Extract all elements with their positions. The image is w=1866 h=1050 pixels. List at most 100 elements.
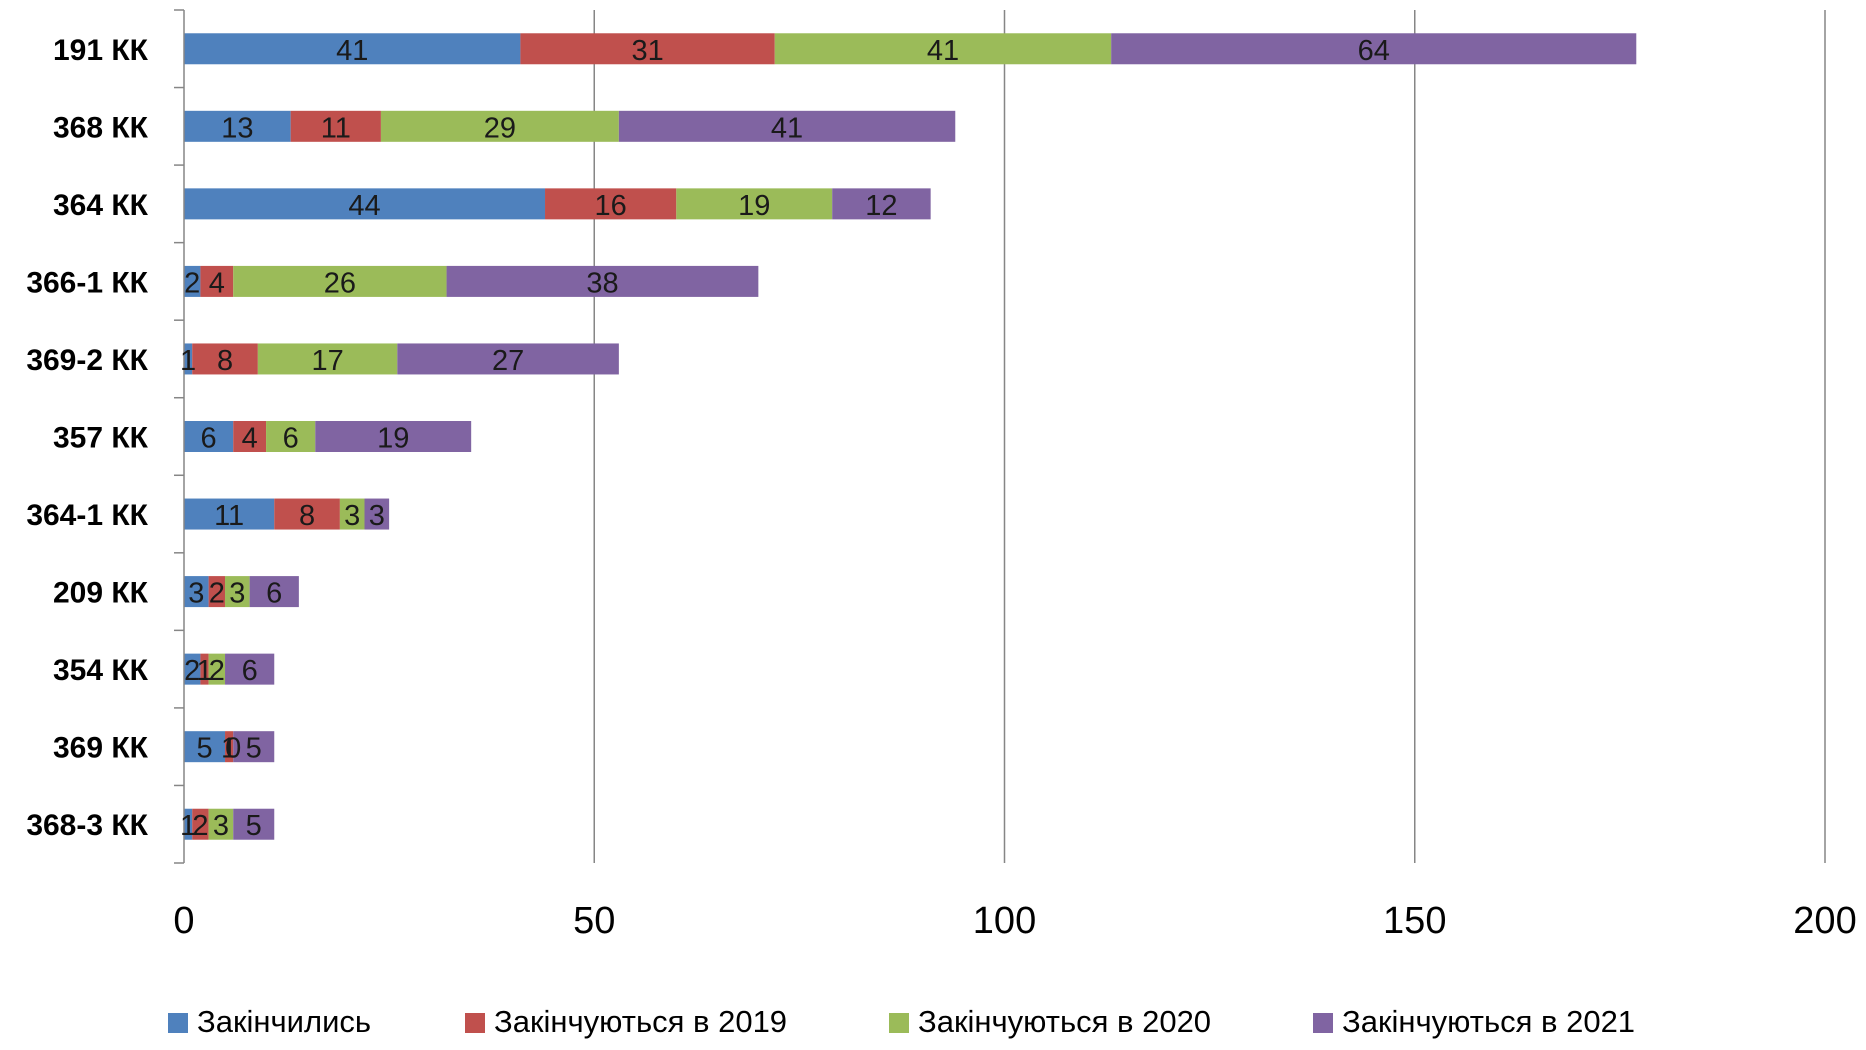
data-label: 2: [209, 578, 225, 610]
data-label: 4: [242, 423, 258, 455]
bar-segment-series-2: [192, 808, 209, 840]
bar-segment-series-2: [233, 421, 267, 452]
bar-segment-series-4: [832, 188, 931, 220]
data-label: 16: [595, 190, 627, 222]
category-label: 368 КК: [53, 111, 149, 144]
data-label: 3: [344, 500, 360, 532]
data-label: 3: [369, 500, 385, 532]
bar-segment-series-4: [249, 576, 299, 608]
data-label: 5: [246, 810, 262, 842]
data-label: 1: [180, 345, 196, 377]
bars: [184, 33, 1637, 840]
data-label: 41: [771, 112, 803, 144]
bar-segment-series-1: [184, 498, 275, 530]
bar-segment-series-3: [774, 33, 1112, 65]
data-label: 19: [377, 423, 409, 455]
data-label: 44: [348, 190, 380, 222]
bar-segment-series-2: [192, 343, 258, 375]
x-tick-label: 50: [573, 900, 615, 942]
data-label: 6: [201, 423, 217, 455]
x-tick-label: 200: [1793, 900, 1856, 942]
bar-segment-series-1: [184, 110, 291, 142]
data-label: 17: [311, 345, 343, 377]
data-label: 2: [209, 655, 225, 687]
category-label: 357 КК: [53, 422, 149, 455]
bar-segment-series-4: [446, 265, 759, 297]
category-label: 191 КК: [53, 34, 149, 67]
bar-segment-series-3: [339, 498, 365, 530]
data-label: 11: [321, 112, 351, 144]
bar-segment-series-1: [184, 343, 193, 375]
data-label: 12: [865, 190, 897, 222]
data-label: 11: [214, 500, 244, 532]
data-label: 38: [586, 267, 618, 299]
data-label: 13: [221, 112, 253, 144]
bar-segment-series-1: [184, 421, 234, 452]
bar-segment-series-4: [397, 343, 619, 375]
legend-swatch: [1313, 1013, 1333, 1033]
data-label: 4: [209, 267, 225, 299]
data-label: 3: [188, 578, 204, 610]
data-label: 8: [299, 500, 315, 532]
bar-segment-series-2: [200, 265, 234, 297]
bar-segment-series-3: [233, 265, 447, 297]
bar-segment-series-2: [520, 33, 775, 65]
legend-entry: Закінчились: [197, 1004, 371, 1039]
data-label: 6: [266, 578, 282, 610]
legend-entry: Закінчуються в 2020: [918, 1004, 1211, 1039]
bar-segment-series-2: [274, 498, 340, 530]
bar-segment-series-4: [233, 731, 275, 763]
data-label: 29: [484, 112, 516, 144]
category-label: 364 КК: [53, 189, 149, 222]
bar-segment-series-1: [184, 33, 521, 65]
bar-segment-series-2: [290, 110, 381, 142]
data-label: 26: [324, 267, 356, 299]
bar-segment-series-3: [257, 343, 398, 375]
data-label: 3: [229, 578, 245, 610]
bar-segment-series-4: [233, 808, 275, 840]
bar-segment-series-3: [380, 110, 619, 142]
legend-entry: Закінчуються в 2021: [1342, 1004, 1635, 1039]
category-label: 369 КК: [53, 732, 149, 765]
bar-segment-series-3: [225, 576, 250, 608]
data-label: 2: [192, 810, 208, 842]
data-label: 8: [217, 345, 233, 377]
bar-segment-series-1: [184, 808, 193, 840]
x-tick-label: 100: [973, 900, 1036, 942]
bar-segment-series-2: [545, 188, 677, 220]
legend-swatch: [889, 1013, 909, 1033]
legend-entry: Закінчуються в 2019: [494, 1004, 787, 1039]
bar-segment-series-4: [618, 110, 956, 142]
data-label: 1: [221, 733, 237, 765]
category-label: 368-3 КК: [26, 809, 148, 842]
data-label: 2: [184, 267, 200, 299]
data-label: 3: [213, 810, 229, 842]
bar-segment-series-3: [208, 808, 234, 840]
legend: Закінчились Закінчуються в 2019 Закінчують…: [168, 1004, 1635, 1039]
bar-segment-series-2: [208, 576, 226, 608]
bar-segment-series-2: [225, 731, 234, 763]
data-label: 5: [196, 733, 212, 765]
bar-segment-series-3: [676, 188, 833, 220]
data-label: 64: [1358, 35, 1390, 67]
data-label: 31: [631, 35, 663, 67]
category-label: 369-2 КК: [26, 344, 148, 377]
data-label: 2: [184, 655, 200, 687]
x-tick-label: 150: [1383, 900, 1446, 942]
data-label: 6: [283, 423, 299, 455]
legend-swatch: [465, 1013, 485, 1033]
data-label: 27: [492, 345, 524, 377]
category-label: 364-1 КК: [26, 499, 148, 532]
bar-segment-series-1: [184, 731, 226, 763]
category-label: 354 КК: [53, 654, 149, 687]
category-label: 209 КК: [53, 577, 149, 610]
bar-segment-series-4: [225, 653, 275, 685]
bar-segment-series-3: [266, 421, 316, 452]
data-label: 6: [242, 655, 258, 687]
data-label: 0: [225, 733, 241, 765]
bar-segment-series-1: [184, 653, 201, 685]
legend-swatch: [168, 1013, 188, 1033]
